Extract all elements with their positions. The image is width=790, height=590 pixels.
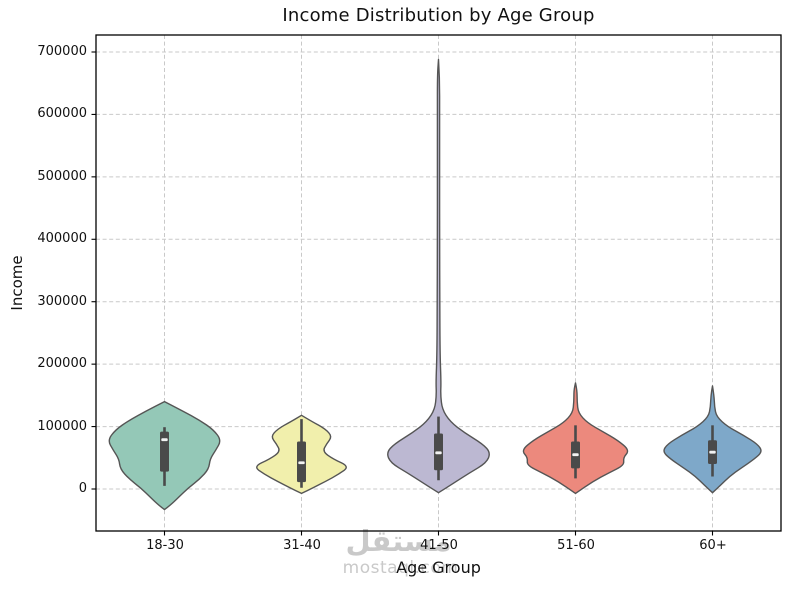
- x-tick-label: 18-30: [146, 538, 184, 553]
- x-tick-label: 60+: [699, 538, 727, 553]
- x-tick-label: 31-40: [283, 538, 321, 553]
- violin-body: [387, 58, 490, 494]
- box-median: [572, 453, 579, 457]
- x-axis-label: Age Group: [396, 558, 481, 577]
- box-median: [298, 461, 305, 465]
- y-tick-label: 500000: [37, 169, 87, 184]
- watermark-latin: mostaql.com: [342, 558, 459, 578]
- y-tick-label: 100000: [37, 419, 87, 434]
- chart-title: Income Distribution by Age Group: [282, 5, 595, 26]
- box-median: [161, 438, 168, 442]
- box-median: [709, 450, 716, 454]
- y-tick-label: 200000: [37, 356, 87, 371]
- box-median: [435, 451, 442, 455]
- y-tick-label: 300000: [37, 294, 87, 309]
- y-tick-label: 400000: [37, 231, 87, 246]
- x-tick-label: 51-60: [557, 538, 595, 553]
- y-axis-label: Income: [8, 255, 26, 311]
- y-tick-label: 700000: [37, 44, 87, 59]
- x-tick-label: 41-50: [420, 538, 458, 553]
- y-tick-label: 600000: [37, 106, 87, 121]
- box-iqr: [160, 431, 169, 472]
- y-tick-label: 0: [78, 481, 87, 496]
- watermark-arabic: مستقل: [345, 524, 452, 558]
